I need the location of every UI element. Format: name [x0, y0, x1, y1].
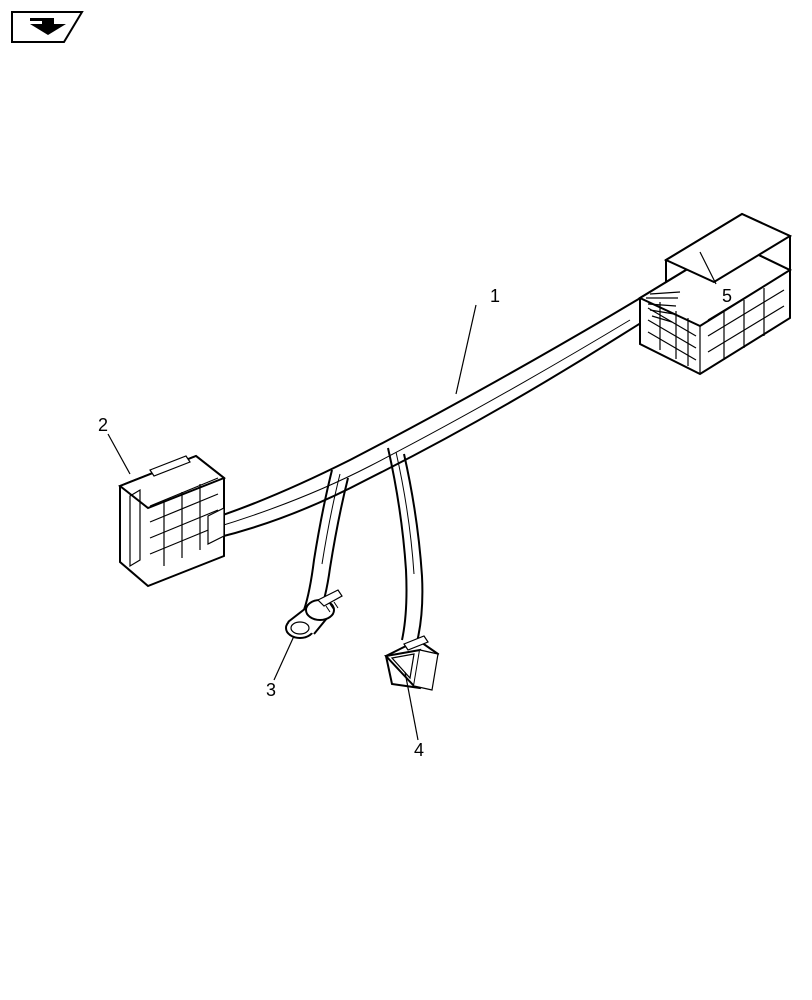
connector-5 [640, 214, 790, 374]
callout-label-5: 5 [722, 286, 732, 306]
connector-4 [386, 636, 438, 690]
callout-leader [456, 305, 476, 394]
interactive-icon [12, 12, 82, 42]
cable-branch-4 [388, 448, 422, 646]
cable-main [208, 297, 652, 538]
callout-label-4: 4 [414, 740, 424, 760]
connector-2 [120, 456, 224, 586]
callout-label-2: 2 [98, 415, 108, 435]
connector-3 [286, 590, 342, 638]
callout-label-1: 1 [490, 286, 500, 306]
diagram-canvas: 1 2 3 4 5 [0, 0, 812, 1000]
callout-leader [274, 636, 294, 680]
callout-leader [108, 434, 130, 474]
callout-label-3: 3 [266, 680, 276, 700]
